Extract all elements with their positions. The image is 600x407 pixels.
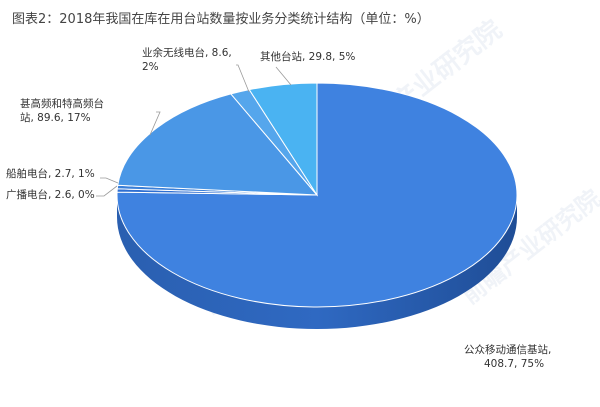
chart-title: 图表2：2018年我国在库在用台站数量按业务分类统计结构（单位：%） (12, 12, 430, 27)
pie-top-face (116, 82, 518, 308)
pie-slice-5 (248, 82, 318, 197)
leader-line-1 (96, 185, 118, 197)
pie-side-wall (117, 195, 517, 329)
leader-lines (96, 64, 292, 197)
slice-label-4: 业余无线电台, 8.6, 2% (142, 46, 232, 73)
leader-line-3 (149, 111, 161, 136)
leader-line-5 (275, 66, 292, 86)
pie-slice-3 (117, 93, 319, 196)
leader-line-4 (236, 64, 250, 93)
leader-line-2 (100, 177, 119, 184)
slice-label-3: 甚高频和特高频台站, 89.6, 17% (20, 97, 104, 124)
slice-label-2: 船舶电台, 2.7, 1% (6, 167, 95, 180)
slice-label-0: 公众移动通信基站, 408.7, 75% (464, 343, 551, 370)
data-labels: 公众移动通信基站, 408.7, 75% 广播电台, 2.6, 0% 船舶电台, 2.… (6, 46, 551, 370)
pie-3d-side (117, 195, 517, 329)
slice-label-1: 广播电台, 2.6, 0% (6, 188, 95, 201)
slice-label-5: 其他台站, 29.8, 5% (260, 50, 355, 63)
